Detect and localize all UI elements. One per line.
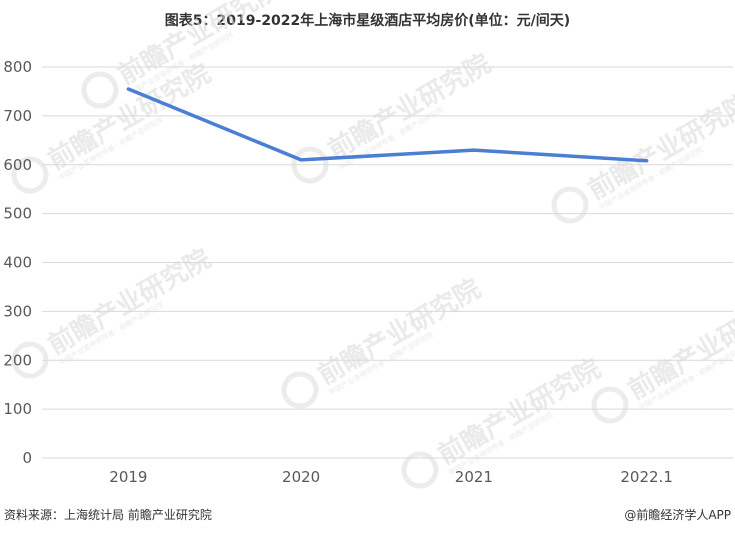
source-note: 资料来源：上海统计局 前瞻产业研究院 (4, 508, 212, 522)
x-tick-label: 2020 (282, 468, 320, 486)
x-axis-ticks: 2019 2020 2021 2022.1 (109, 468, 673, 486)
y-tick-label: 0 (22, 449, 32, 467)
y-tick-label: 400 (3, 254, 32, 272)
data-point (126, 87, 130, 91)
watermark-text: 前瞻产业研究院 (313, 273, 486, 391)
y-tick-label: 800 (3, 58, 32, 76)
y-tick-label: 200 (3, 351, 32, 369)
watermark-logo-icon (401, 451, 439, 489)
y-tick-label: 500 (3, 205, 32, 223)
watermark-text: 前瞻产业研究院 (433, 353, 606, 471)
watermark-logo-icon (281, 371, 319, 409)
y-tick-label: 700 (3, 107, 32, 125)
watermark-logo-icon (81, 71, 119, 109)
y-tick-label: 600 (3, 156, 32, 174)
watermark-logo-icon (11, 156, 49, 194)
chart-title: 图表5：2019-2022年上海市星级酒店平均房价(单位：元/间天) (164, 13, 571, 29)
grid-lines (42, 66, 733, 459)
y-tick-label: 300 (3, 302, 32, 320)
watermark-logo-icon (591, 386, 629, 424)
watermark-text: 前瞻产业研究院 (583, 88, 735, 206)
watermark-text: 前瞻产业研究院 (323, 48, 496, 166)
watermark-logo-icon (551, 186, 589, 224)
data-point (645, 159, 649, 163)
brand-note: @前瞻经济学人APP (624, 508, 731, 522)
x-tick-label: 2022.1 (620, 468, 673, 486)
x-tick-label: 2019 (109, 468, 147, 486)
data-point (472, 148, 476, 152)
series-layer (126, 87, 649, 163)
x-tick-label: 2021 (455, 468, 493, 486)
series-line (126, 87, 649, 163)
data-point (299, 158, 303, 162)
watermark-text: 前瞻产业研究院 (43, 243, 216, 361)
y-tick-label: 100 (3, 400, 32, 418)
y-axis-ticks: 0 100 200 300 400 500 600 700 800 (3, 58, 32, 467)
watermark-logo-icon (11, 341, 49, 379)
